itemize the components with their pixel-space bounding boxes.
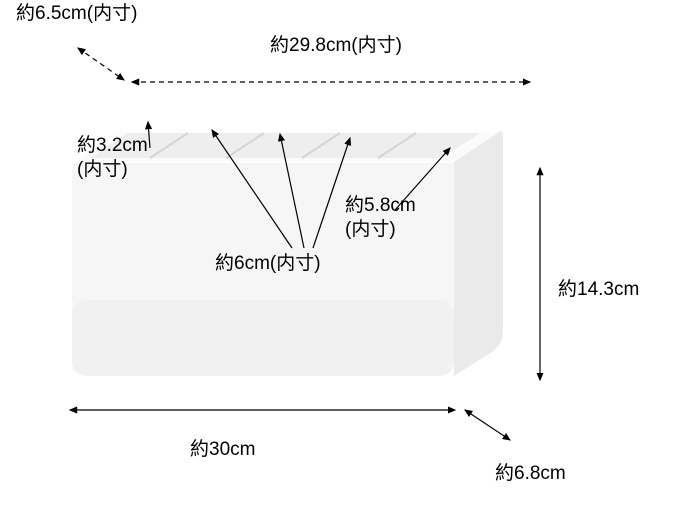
label-slot-small: 約3.2cm (内寸) <box>77 134 148 182</box>
label-depth-inner: 約6.5cm(内寸) <box>16 2 137 26</box>
label-height-outer: 約14.3cm <box>558 278 639 302</box>
label-depth-outer: 約6.8cm <box>495 462 566 486</box>
product-diagram <box>0 0 679 505</box>
label-slot-mid: 約6cm(内寸) <box>215 252 321 276</box>
dimension-lines <box>70 48 540 440</box>
label-slot-large: 約5.8cm (内寸) <box>345 194 416 242</box>
label-width-outer: 約30cm <box>190 438 255 462</box>
label-width-inner: 約29.8cm(内寸) <box>270 34 402 58</box>
